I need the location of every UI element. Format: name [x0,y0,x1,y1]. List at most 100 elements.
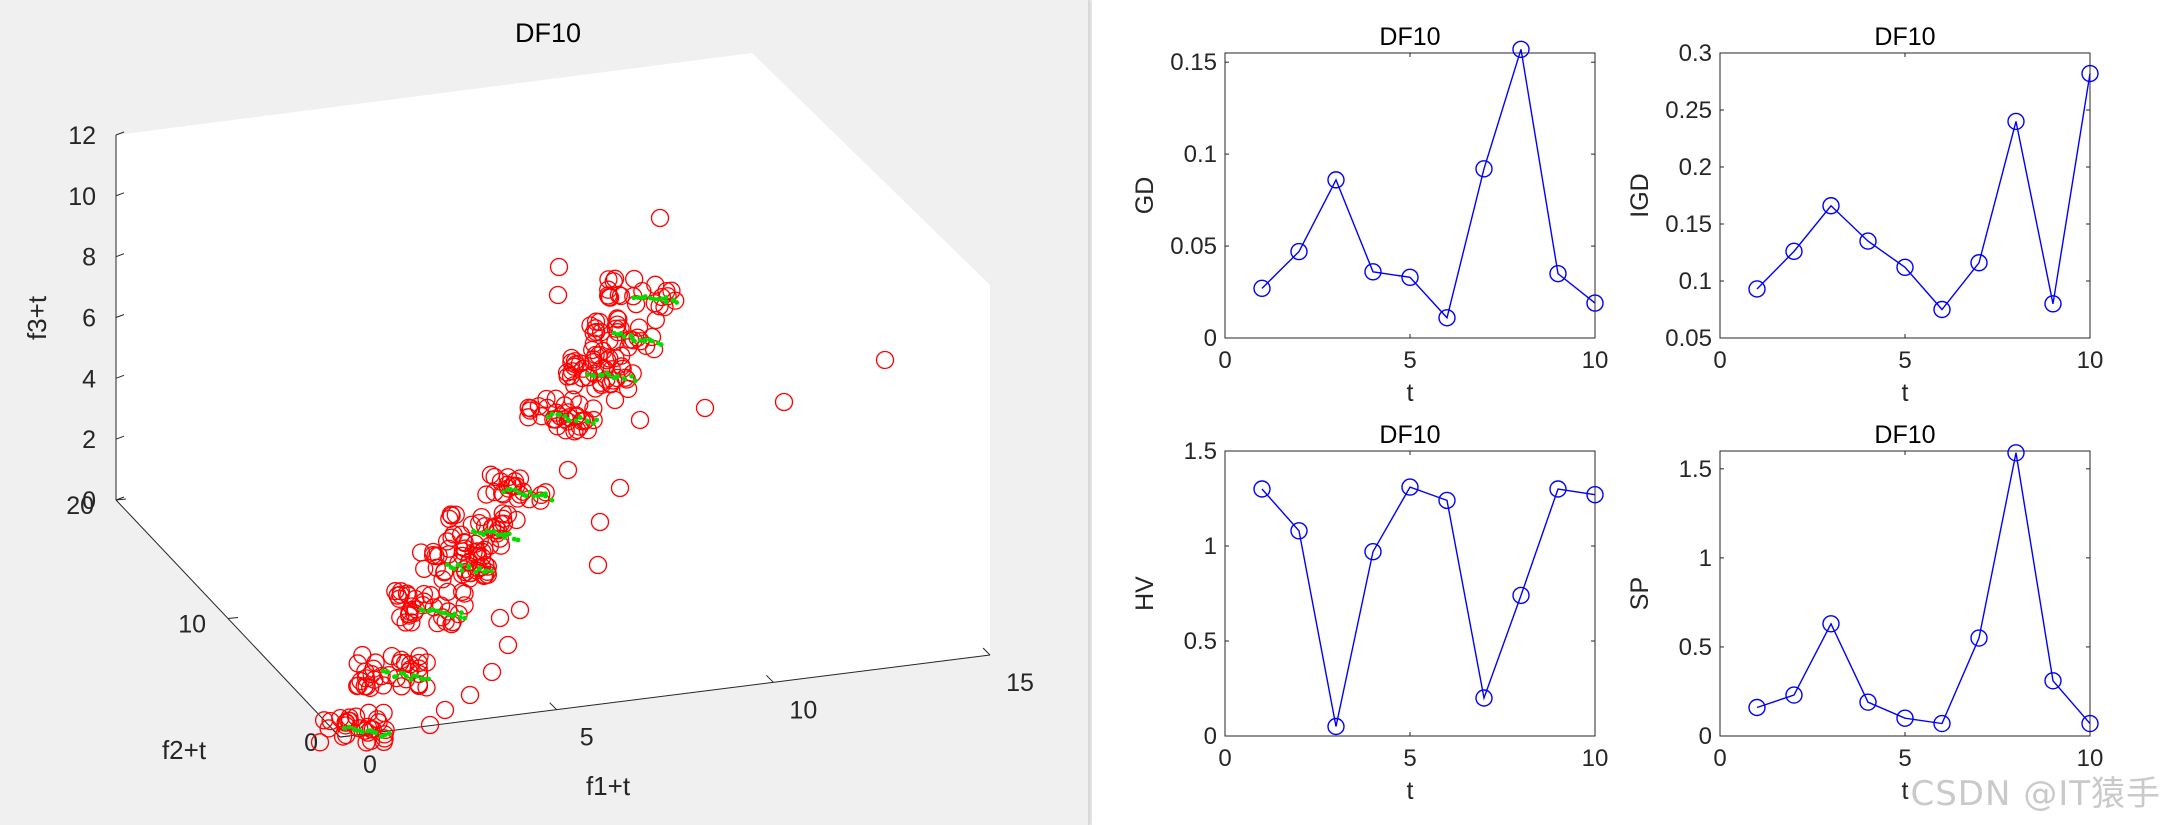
scatter-point [695,398,715,418]
scatter-point [490,608,510,628]
data-point [1401,478,1419,496]
scatter-point [460,685,480,705]
pareto-point [385,669,391,675]
pareto-point [635,295,641,300]
scatter-point [424,598,444,617]
pareto-point [492,529,497,534]
pareto-point [477,565,483,571]
y-tick [115,498,127,501]
pareto-point [420,608,426,614]
x-tick [332,729,341,738]
pareto-point [515,537,521,543]
data-point [1549,480,1567,498]
scatter-point [482,662,502,682]
scatter-point [446,505,465,524]
x-tick-label: 5 [1898,745,1911,772]
subplot-title: DF10 [1874,421,1935,449]
x-tick-label: 5 [580,724,594,752]
scatter-point [537,389,556,409]
z-tick [115,314,125,318]
scatter-point [629,318,649,337]
pareto-point [426,676,431,682]
pareto-point [549,497,555,503]
data-point [1475,160,1493,178]
scatter-point [645,294,664,313]
pareto-point [408,677,414,682]
scatter-point [358,717,378,737]
pareto-point [458,562,464,568]
data-point [1748,698,1766,717]
data-point [1364,543,1382,561]
data-point [1512,586,1530,605]
scatter-point [427,558,446,577]
pareto-point [489,568,494,574]
pareto-point [543,493,548,499]
pareto-point [651,296,657,302]
x-tick [982,647,991,656]
series-line [1261,49,1596,320]
y-tick-label: 1.5 [1679,456,1712,483]
pareto-point [527,489,533,495]
x-axis-label: f1+t [586,771,631,801]
data-point [1438,309,1456,327]
data-point [1253,480,1271,498]
scatter-point [359,703,379,722]
scatter-point [386,582,405,601]
pareto-point [670,298,676,303]
scatter-point [603,371,623,390]
series-line [1261,486,1596,727]
scatter-point [414,584,434,604]
data-point [1933,714,1951,733]
pareto-point [566,418,572,423]
pareto-point [523,493,529,499]
series-line [1756,73,2091,311]
pareto-point [631,295,637,301]
y-tick-label: 0.3 [1679,40,1712,67]
pareto-point [457,615,463,620]
pareto-point [508,487,513,492]
subplot-sp: 0 5 10 0 0.5 1 1.5 DF10 t SP [1626,421,2103,805]
pareto-point [674,300,680,305]
data-point [1290,242,1308,261]
subplot-igd: 0 5 10 0.05 0.1 0.15 0.2 0.25 0.3 DF10 t IGD [1626,23,2103,407]
pareto-point [512,487,518,493]
z-tick [115,374,125,379]
pareto-point [414,673,420,679]
y-tick-label: 0 [1699,723,1712,750]
scatter-point [357,733,376,752]
scatter-point [321,711,340,731]
scatter-point [650,208,670,228]
data-point [1327,717,1345,736]
scatter-point [599,270,618,289]
scatter-point [372,666,391,686]
y-tick-label: 1.5 [1184,438,1217,465]
scatter-point [875,350,895,370]
scatter-point [310,733,330,752]
series-line [1756,452,2091,725]
y-tick-label: 1 [1204,533,1217,560]
pareto-point [452,611,458,617]
pareto-point [618,330,624,336]
pareto-point [451,566,457,572]
scatter-point [593,341,613,361]
pareto-point [545,414,551,420]
data-point [1253,279,1271,298]
scatter-point [610,478,630,498]
data-point [1512,40,1530,59]
scatter-point [520,401,540,420]
y-axis-label: IGD [1626,173,1654,217]
data-point [1896,709,1914,727]
scatter-point [429,546,448,565]
scatter-point [586,312,606,331]
x-tick [765,674,774,683]
pareto-point [487,529,493,535]
y-tick-label: 0.15 [1170,49,1217,76]
watermark-text: CSDN @IT猿手 [1910,774,2161,814]
scatter-point [391,608,410,627]
scatter-point [421,586,440,605]
y-axis-label: f2+t [162,735,207,765]
pareto-point [404,674,409,679]
z-tick [115,435,125,440]
